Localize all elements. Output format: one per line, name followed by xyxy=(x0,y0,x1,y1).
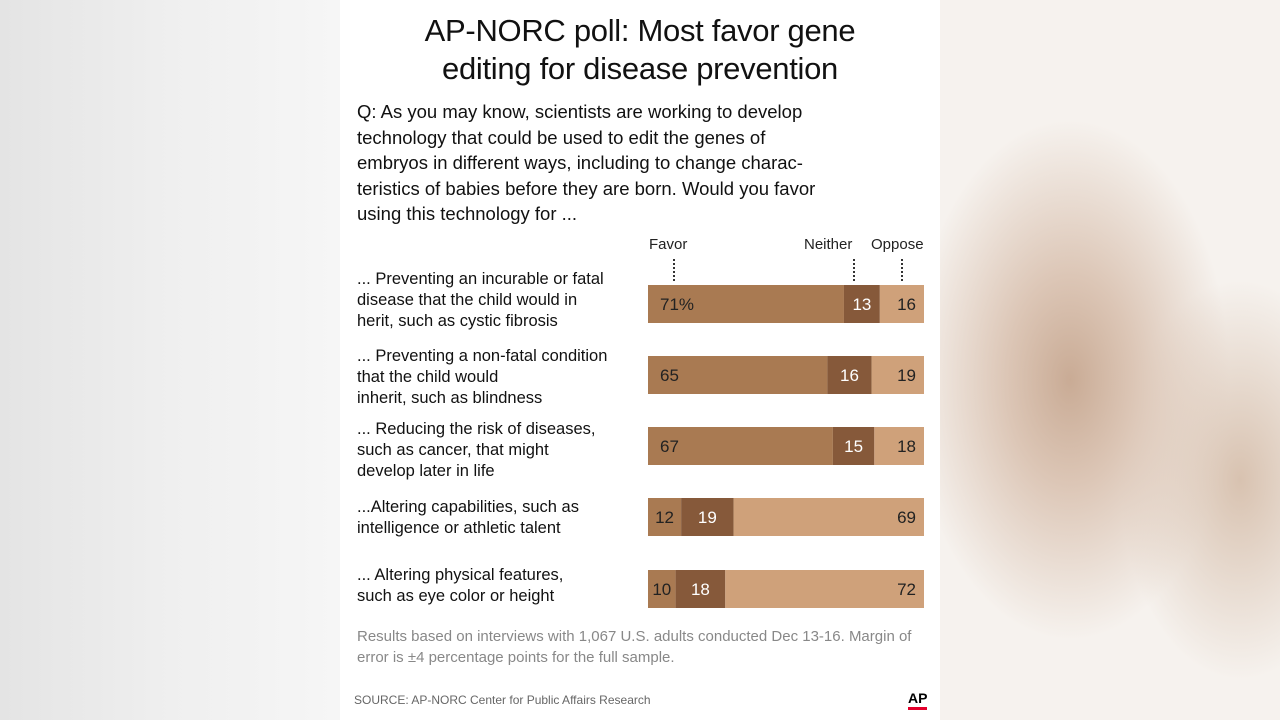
background-right xyxy=(940,0,1280,720)
legend-neither: Neither xyxy=(804,236,853,253)
bar-row-1: 71% 13 16 xyxy=(648,285,924,323)
value-label-neither-2: 16 xyxy=(840,366,859,385)
value-label-oppose-2: 19 xyxy=(897,366,916,385)
value-label-favor-3: 67 xyxy=(660,437,679,456)
value-label-oppose-5: 72 xyxy=(897,580,916,599)
chart-title: AP-NORC poll: Most favor gene editing fo… xyxy=(340,12,940,88)
bar-favor-3 xyxy=(648,427,833,465)
bar-row-5: 10 18 72 xyxy=(648,570,924,608)
bar-neither-3 xyxy=(832,427,875,465)
bar-neither-4 xyxy=(681,498,734,536)
bar-neither-1 xyxy=(843,285,880,323)
source-credit: SOURCE: AP-NORC Center for Public Affair… xyxy=(354,693,651,707)
legend-favor: Favor xyxy=(649,236,688,253)
infographic-card: AP-NORC poll: Most favor gene editing fo… xyxy=(340,0,940,720)
bar-row-2: 65 16 19 xyxy=(648,356,924,394)
bar-oppose-5 xyxy=(725,570,924,608)
bar-neither-5 xyxy=(675,570,726,608)
bar-oppose-4 xyxy=(733,498,924,536)
value-label-oppose-1: 16 xyxy=(897,295,916,314)
legend-favor-marker xyxy=(673,259,675,281)
value-label-oppose-3: 18 xyxy=(897,437,916,456)
bar-row-3: 67 15 18 xyxy=(648,427,924,465)
row-label-3: ... Reducing the risk of diseases, such … xyxy=(357,420,596,480)
title-line-2: editing for disease prevention xyxy=(442,51,838,86)
value-label-favor-1: 71% xyxy=(660,295,694,314)
background-left xyxy=(0,0,340,720)
methodology-note: Results based on interviews with 1,067 U… xyxy=(357,628,912,666)
value-label-neither-5: 18 xyxy=(691,580,710,599)
survey-question: Q: As you may know, scientists are worki… xyxy=(357,101,816,224)
row-label-5: ... Altering physical features, such as … xyxy=(357,566,564,605)
row-label-2: ... Preventing a non-fatal condition tha… xyxy=(357,347,608,407)
ap-logo: AP xyxy=(908,690,928,710)
bar-favor-4 xyxy=(648,498,682,536)
value-label-neither-4: 19 xyxy=(698,508,717,527)
legend-neither-marker xyxy=(853,259,855,281)
value-label-neither-3: 15 xyxy=(844,437,863,456)
title-line-1: AP-NORC poll: Most favor gene xyxy=(424,13,856,48)
stacked-bar-chart: 71% 13 16 65 16 19 67 15 18 12 19 69 10 18 72 xyxy=(648,285,924,608)
legend-oppose: Oppose xyxy=(871,236,924,253)
value-label-oppose-4: 69 xyxy=(897,508,916,527)
bar-favor-5 xyxy=(648,570,676,608)
bar-neither-2 xyxy=(827,356,872,394)
value-label-neither-1: 13 xyxy=(852,295,871,314)
legend-oppose-marker xyxy=(901,259,903,281)
bar-oppose-3 xyxy=(874,427,924,465)
bar-favor-1 xyxy=(648,285,844,323)
bar-favor-2 xyxy=(648,356,828,394)
bar-oppose-1 xyxy=(879,285,924,323)
bar-oppose-2 xyxy=(871,356,924,394)
row-label-1: ... Preventing an incurable or fatal dis… xyxy=(357,270,604,330)
value-label-favor-4: 12 xyxy=(655,508,674,527)
bar-row-4: 12 19 69 xyxy=(648,498,924,536)
row-label-4: ...Altering capabilities, such as intell… xyxy=(357,498,579,537)
value-label-favor-5: 10 xyxy=(652,580,671,599)
value-label-favor-2: 65 xyxy=(660,366,679,385)
